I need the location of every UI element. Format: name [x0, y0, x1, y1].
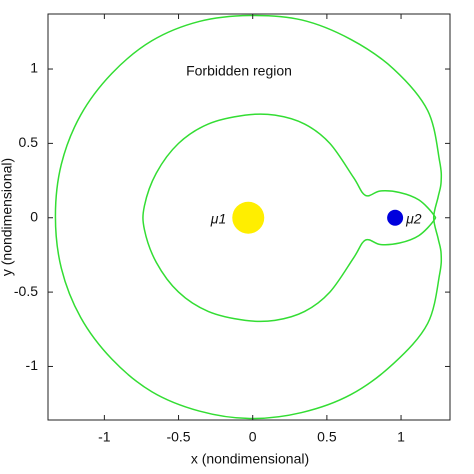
primary-body: [387, 209, 404, 226]
x-tick-label: 0.5: [317, 429, 337, 445]
curves: [54, 14, 443, 420]
plot-frame: [47, 13, 451, 421]
primary-body: [232, 201, 265, 234]
y-tick-label: -1: [26, 357, 39, 373]
body-label: μ1: [210, 210, 226, 226]
y-tick-label: 0: [30, 208, 38, 224]
x-tick-label: -1: [98, 429, 111, 445]
x-tick-label: -0.5: [166, 429, 190, 445]
y-tick-label: 1: [30, 60, 38, 76]
x-tick-label: 1: [397, 429, 405, 445]
x-tick-label: 0: [249, 429, 257, 445]
x-axis-label: x (nondimensional): [191, 451, 309, 467]
body-label: μ2: [405, 210, 422, 226]
annotation: Forbidden region: [186, 63, 292, 79]
zero-velocity-curve: [142, 113, 437, 323]
zero-velocity-curve: [54, 14, 443, 420]
y-axis-label: y (nondimensional): [0, 158, 15, 276]
y-tick-label: -0.5: [14, 283, 38, 299]
y-tick-label: 0.5: [19, 134, 39, 150]
